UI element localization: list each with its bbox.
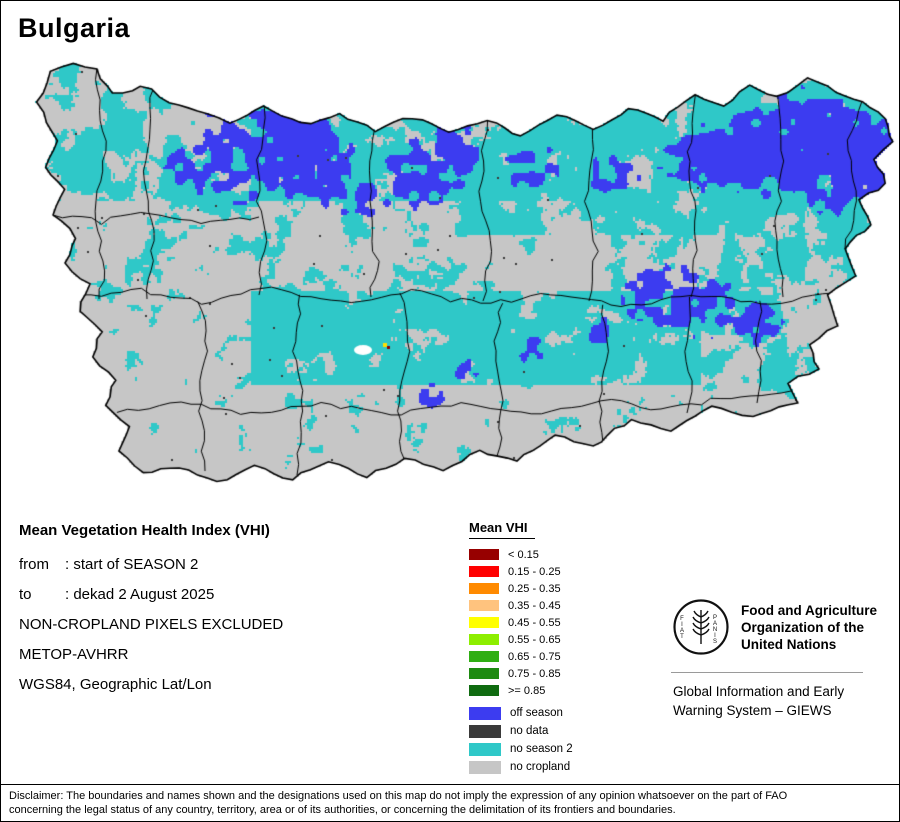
info-heading: Mean Vegetation Health Index (VHI) (19, 522, 270, 539)
legend-label: 0.65 - 0.75 (508, 650, 561, 663)
legend-row: 0.25 - 0.35 (469, 580, 561, 597)
legend-row: 0.75 - 0.85 (469, 665, 561, 682)
season-swatch (469, 742, 501, 756)
bulgaria-vhi-map (1, 51, 899, 501)
vhi-legend: Mean VHI < 0.15 0.15 - 0.25 0.25 - 0.35 … (469, 519, 561, 699)
info-from-line: from : start of SEASON 2 (19, 556, 283, 573)
fao-org-line: Food and Agriculture (741, 602, 877, 618)
season-label: no data (510, 725, 549, 737)
season-swatch (469, 760, 501, 774)
vhi-legend-title: Mean VHI (469, 520, 535, 539)
info-projection-line: WGS84, Geographic Lat/Lon (19, 676, 212, 693)
season-legend-row: no cropland (469, 758, 573, 776)
legend-row: 0.15 - 0.25 (469, 563, 561, 580)
legend-label: 0.55 - 0.65 (508, 633, 561, 646)
fao-org-line: United Nations (741, 636, 837, 652)
season-label: off season (510, 707, 563, 719)
info-from-value: : start of SEASON 2 (65, 556, 199, 573)
info-excluded-line: NON-CROPLAND PIXELS EXCLUDED (19, 616, 284, 633)
season-label: no season 2 (510, 743, 573, 755)
wheat-ear-icon (692, 610, 710, 644)
giews-line: Warning System – GIEWS (673, 703, 832, 718)
disclaimer-line: concerning the legal status of any count… (9, 803, 676, 816)
legend-label: < 0.15 (508, 548, 539, 561)
legend-swatch (469, 566, 499, 577)
legend-row: 0.45 - 0.55 (469, 614, 561, 631)
disclaimer: Disclaimer: The boundaries and names sho… (1, 784, 899, 821)
page-title: Bulgaria (18, 13, 131, 43)
legend-swatch (469, 617, 499, 628)
legend-label: 0.25 - 0.35 (508, 582, 561, 595)
legend-row: 0.35 - 0.45 (469, 597, 561, 614)
legend-swatch (469, 634, 499, 645)
info-sensor-line: METOP-AVHRR (19, 646, 129, 663)
season-label: no cropland (510, 761, 571, 773)
info-to-line: to : dekad 2 August 2025 (19, 586, 283, 603)
legend-swatch (469, 685, 499, 696)
fao-motto-left: FIAT (679, 616, 685, 640)
season-swatch (469, 724, 501, 738)
fao-logo-icon: FIAT PANIS (673, 599, 729, 655)
disclaimer-line: Disclaimer: The boundaries and names sho… (9, 790, 788, 802)
legend-row: >= 0.85 (469, 682, 561, 699)
season-legend-row: no season 2 (469, 740, 573, 758)
fao-divider (671, 672, 863, 673)
legend-swatch (469, 549, 499, 560)
info-from-label: from (19, 556, 49, 573)
season-swatch (469, 706, 501, 720)
giews-label: Global Information and Early Warning Sys… (673, 682, 844, 720)
legend-row: 0.55 - 0.65 (469, 631, 561, 648)
info-to-value: : dekad 2 August 2025 (65, 586, 215, 603)
fao-org-line: Organization of the (741, 619, 864, 635)
giews-line: Global Information and Early (673, 684, 845, 699)
fao-motto-right: PANIS (712, 615, 718, 645)
season-legend-row: no data (469, 722, 573, 740)
legend-swatch (469, 668, 499, 679)
legend-row: < 0.15 (469, 546, 561, 563)
season-legend: off season no data no season 2 no cropla… (469, 704, 573, 776)
legend-label: 0.45 - 0.55 (508, 616, 561, 629)
legend-swatch (469, 600, 499, 611)
legend-label: 0.75 - 0.85 (508, 667, 561, 680)
legend-row: 0.65 - 0.75 (469, 648, 561, 665)
legend-label: >= 0.85 (508, 684, 546, 697)
season-legend-row: off season (469, 704, 573, 722)
fao-branding: FIAT PANIS Food and Agriculture Organiza… (671, 597, 896, 657)
fao-org-name: Food and Agriculture Organization of the… (741, 602, 877, 653)
legend-label: 0.15 - 0.25 (508, 565, 561, 578)
legend-swatch (469, 583, 499, 594)
legend-swatch (469, 651, 499, 662)
legend-label: 0.35 - 0.45 (508, 599, 561, 612)
map-info-block: Mean Vegetation Health Index (VHI) from:… (19, 522, 283, 706)
info-to-label: to (19, 586, 32, 603)
